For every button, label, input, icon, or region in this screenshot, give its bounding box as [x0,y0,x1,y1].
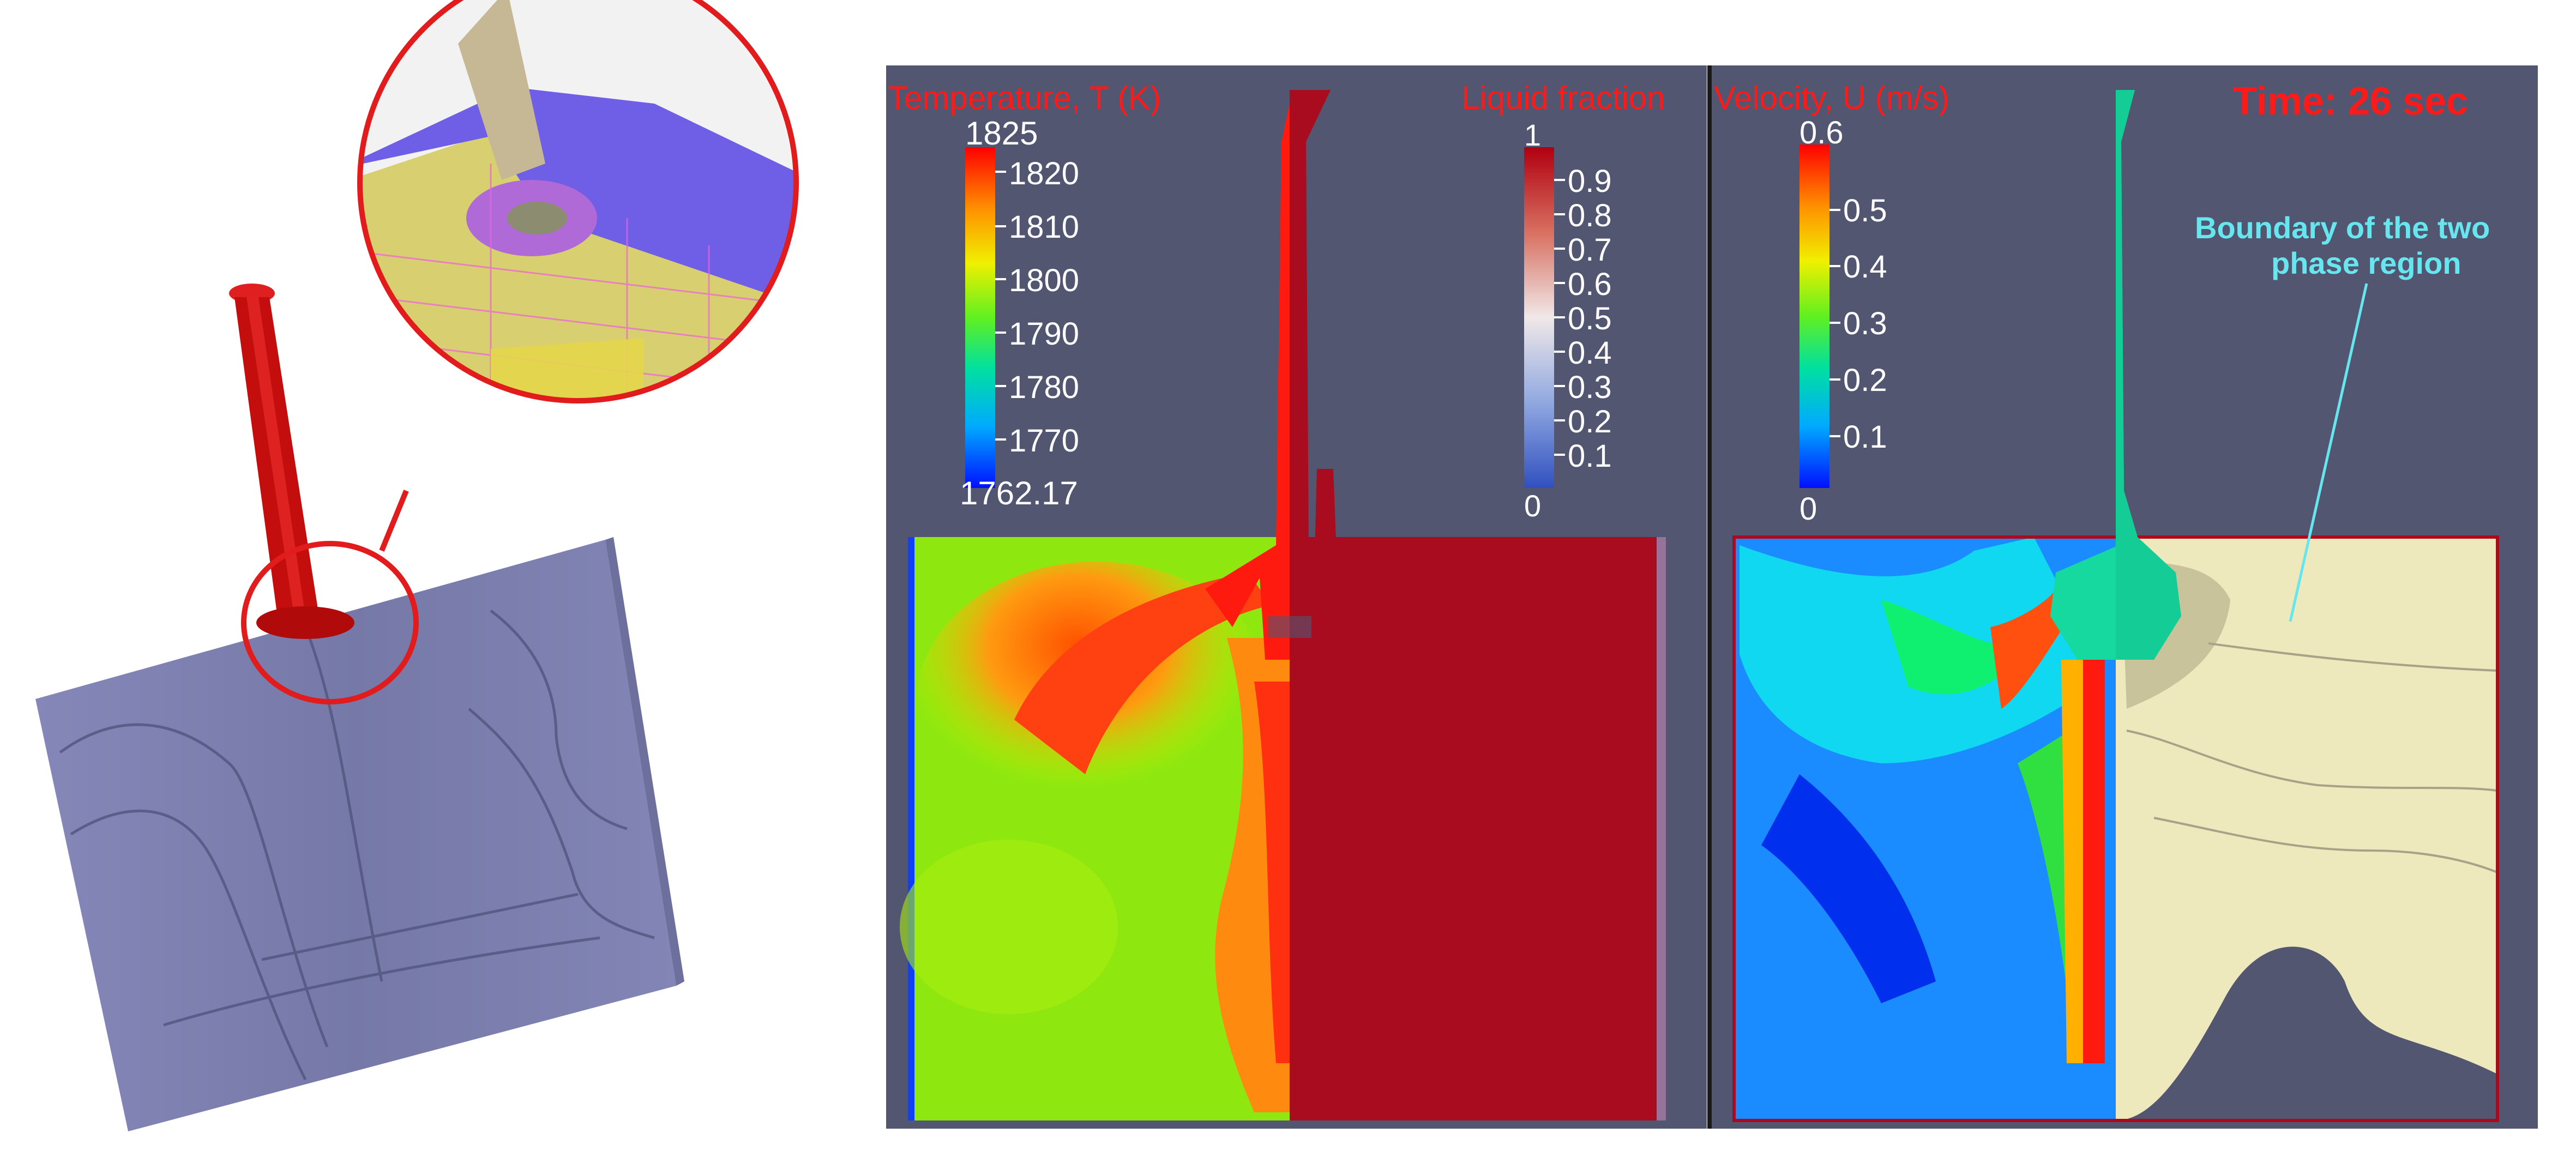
annotation-line1: Boundary of the two [2195,210,2490,245]
panel-divider [1707,65,1712,1129]
liquid-tick: 0.4 [1568,335,1612,371]
velocity-colorbar [1799,144,1829,488]
time-label: Time: 26 sec [2233,80,2468,123]
nozzle-model [229,284,354,639]
liquid-fraction-field [1290,469,1666,1120]
plate-model [35,537,684,1131]
temperature-title: Temperature, T (K) [888,80,1161,116]
temperature-colorbar-min: 1762.17 [960,475,1078,511]
liquid-fraction-title: Liquid fraction [1461,80,1665,116]
velocity-tick: 0.4 [1843,249,1887,285]
velocity-colorbar-ticks [1829,209,1840,437]
liquid-tick: 0.9 [1568,164,1612,199]
velocity-tick: 0.5 [1843,193,1887,228]
velocity-colorbar-max: 0.6 [1799,115,1844,150]
liquid-colorbar-max: 1 [1524,118,1542,152]
velocity-title: Velocity, U (m/s) [1714,80,1950,116]
liquid-colorbar-min: 0 [1524,489,1542,523]
zoom-callout [241,0,799,704]
velocity-tick: 0.1 [1843,419,1887,455]
temperature-field [900,537,1290,1120]
temperature-colorbar-ticks [995,171,1006,441]
liquid-tick: 0.2 [1568,404,1612,439]
velocity-colorbar-min: 0 [1799,491,1817,527]
liquid-colorbar-ticks [1554,179,1565,456]
velocity-nozzle [2050,90,2181,660]
nozzle-cross-section [1205,90,1374,660]
liquid-tick: 0.3 [1568,370,1612,405]
temperature-tick: 1820 [1009,156,1080,191]
liquid-tick: 0.5 [1568,301,1612,336]
liquid-colorbar [1524,147,1554,488]
liquid-tick: 0.1 [1568,438,1612,474]
annotation-leader-line [2289,283,2368,622]
liquid-tick: 0.6 [1568,267,1612,302]
temperature-tick: 1770 [1009,423,1080,459]
liquid-tick: 0.8 [1568,198,1612,233]
velocity-tick: 0.3 [1843,306,1887,341]
liquid-tick: 0.7 [1568,232,1612,268]
temperature-tick: 1790 [1009,316,1080,352]
temperature-tick: 1810 [1009,209,1080,245]
velocity-field [1734,537,2116,1120]
temperature-tick: 1800 [1009,263,1080,298]
annotation-line2: phase region [2271,246,2461,280]
temperature-colorbar [965,147,995,488]
temperature-colorbar-max: 1825 [965,115,1038,152]
temperature-tick: 1780 [1009,370,1080,405]
velocity-tick: 0.2 [1843,363,1887,398]
